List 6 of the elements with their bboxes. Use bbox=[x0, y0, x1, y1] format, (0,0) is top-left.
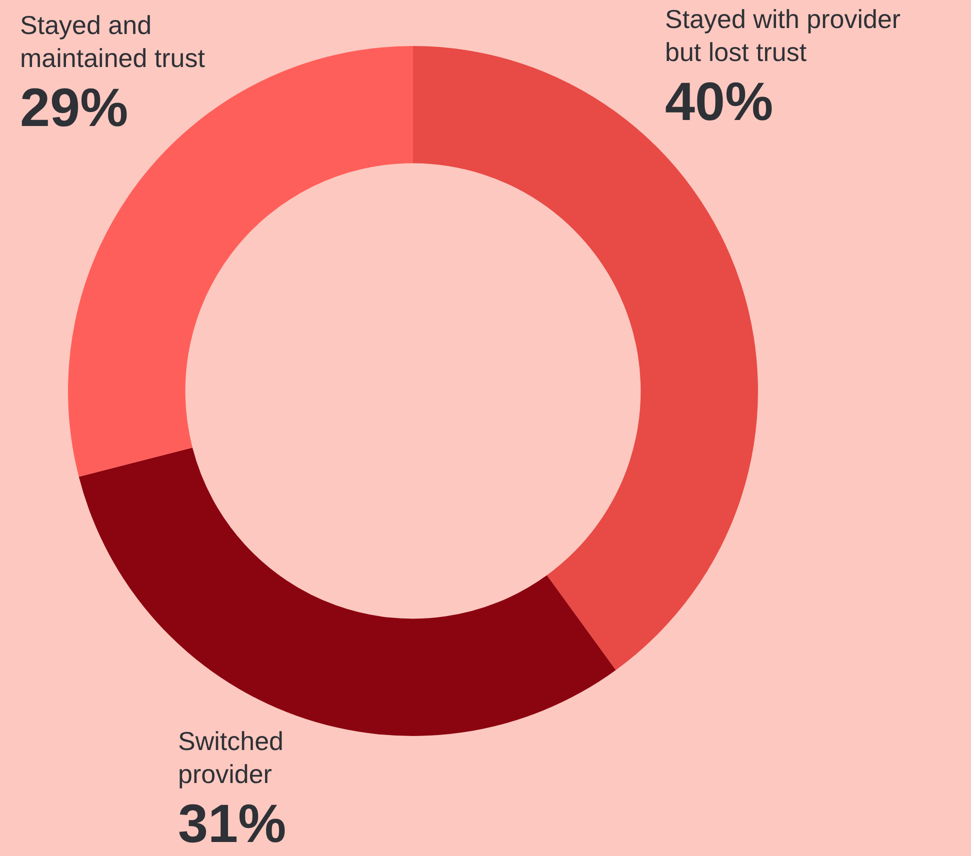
data-label: 31% bbox=[178, 794, 286, 854]
slice-label: Stayed and maintained trust bbox=[20, 10, 206, 74]
slice-label: Switched provider bbox=[178, 726, 284, 790]
slice-label: Stayed with provider but lost trust bbox=[665, 4, 901, 68]
data-label: 40% bbox=[665, 72, 774, 132]
data-label: 29% bbox=[20, 78, 128, 138]
